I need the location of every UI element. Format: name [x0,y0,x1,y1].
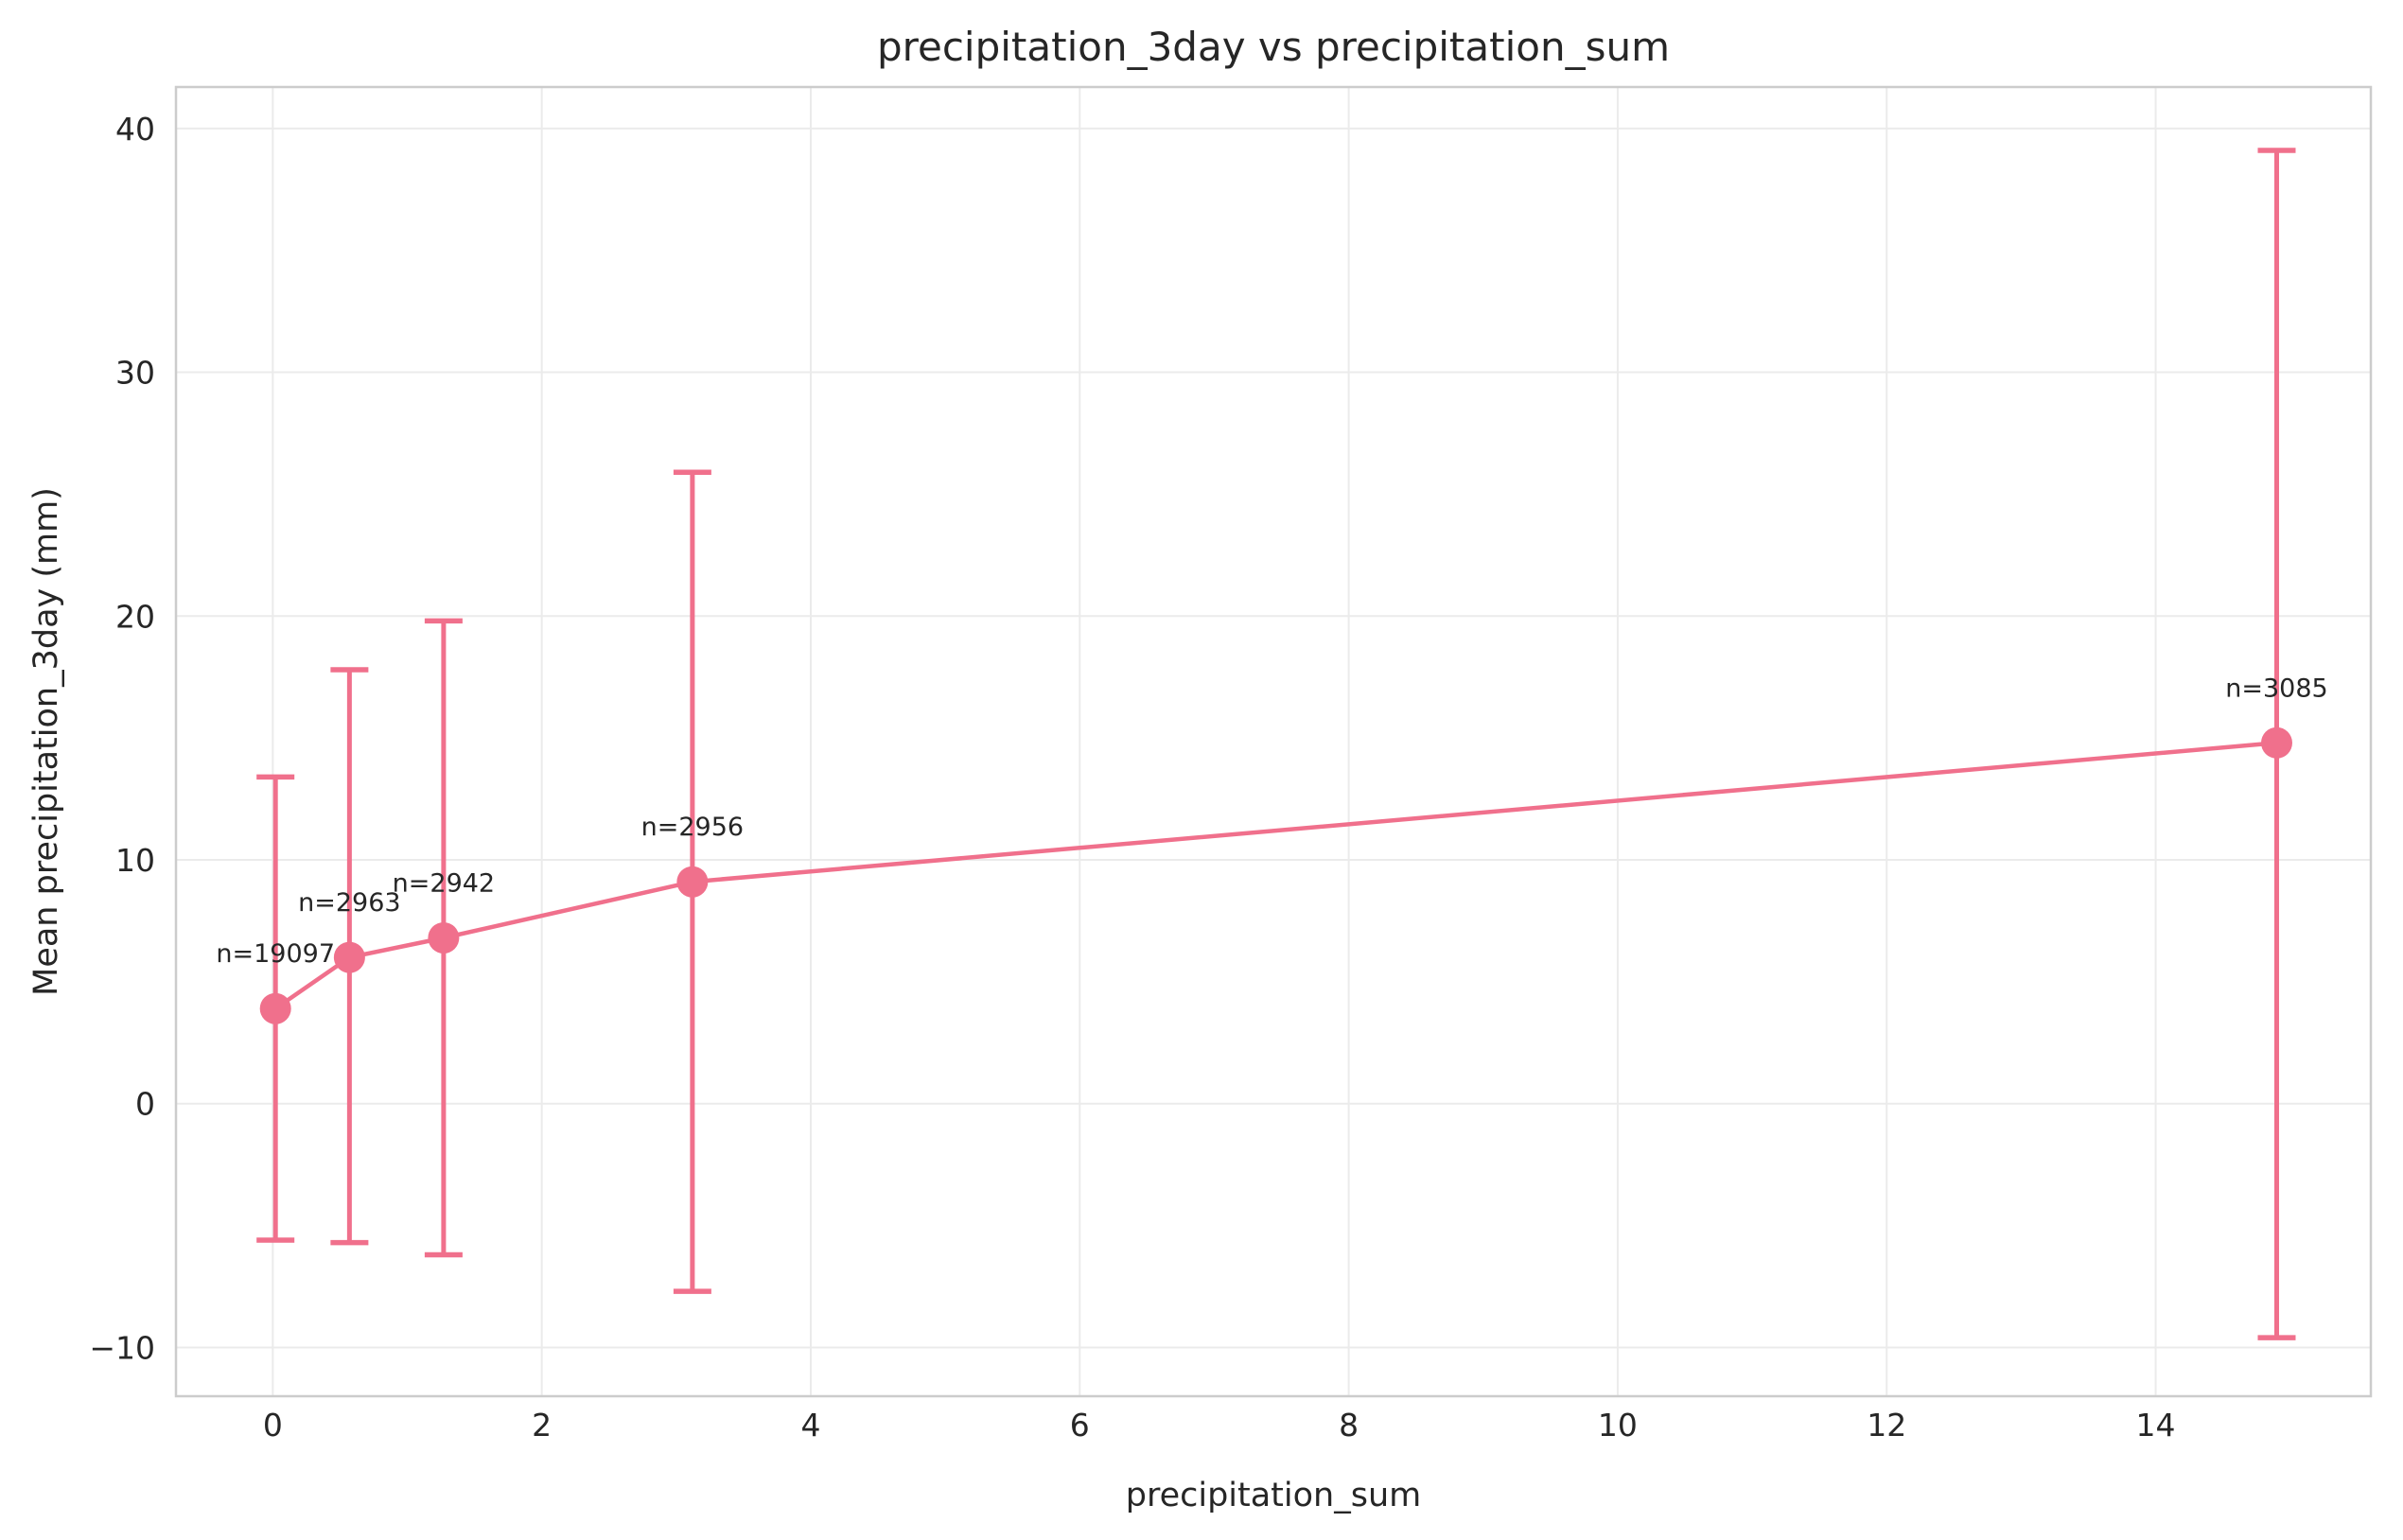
data-point [259,992,291,1024]
data-point [333,941,365,973]
y-tick-label: 30 [115,355,155,392]
y-tick-label: 40 [115,111,155,148]
x-tick-label: 10 [1598,1407,1638,1444]
x-tick-label: 2 [532,1407,552,1444]
x-axis-ticks: 0 2 4 6 8 10 12 14 [263,1407,2176,1444]
point-annotation: n=3085 [2225,674,2327,703]
gridlines [176,87,2371,1396]
point-annotation: n=2963 [298,888,400,918]
x-axis-label: precipitation_sum [1126,1477,1422,1514]
y-axis-ticks: −10 0 10 20 30 40 [89,111,155,1367]
x-tick-label: 14 [2136,1407,2176,1444]
data-point [428,921,460,954]
point-annotation: n=19097 [216,939,335,969]
x-tick-label: 4 [800,1407,820,1444]
y-tick-label: −10 [89,1329,155,1366]
chart-title: precipitation_3day vs precipitation_sum [877,24,1670,70]
point-annotation: n=2942 [393,868,495,898]
point-annotation: n=2956 [641,813,744,842]
x-tick-label: 8 [1339,1407,1359,1444]
plot-frame [174,85,2373,1398]
x-tick-label: 12 [1867,1407,1906,1444]
y-tick-label: 10 [115,842,155,879]
data-points [259,726,2292,1024]
y-tick-label: 0 [135,1086,155,1123]
y-tick-label: 20 [115,598,155,635]
data-point [2260,726,2292,759]
x-tick-label: 0 [263,1407,283,1444]
y-axis-label: Mean precipitation_3day (mm) [27,487,65,996]
data-point [676,866,709,898]
x-tick-label: 6 [1070,1407,1090,1444]
